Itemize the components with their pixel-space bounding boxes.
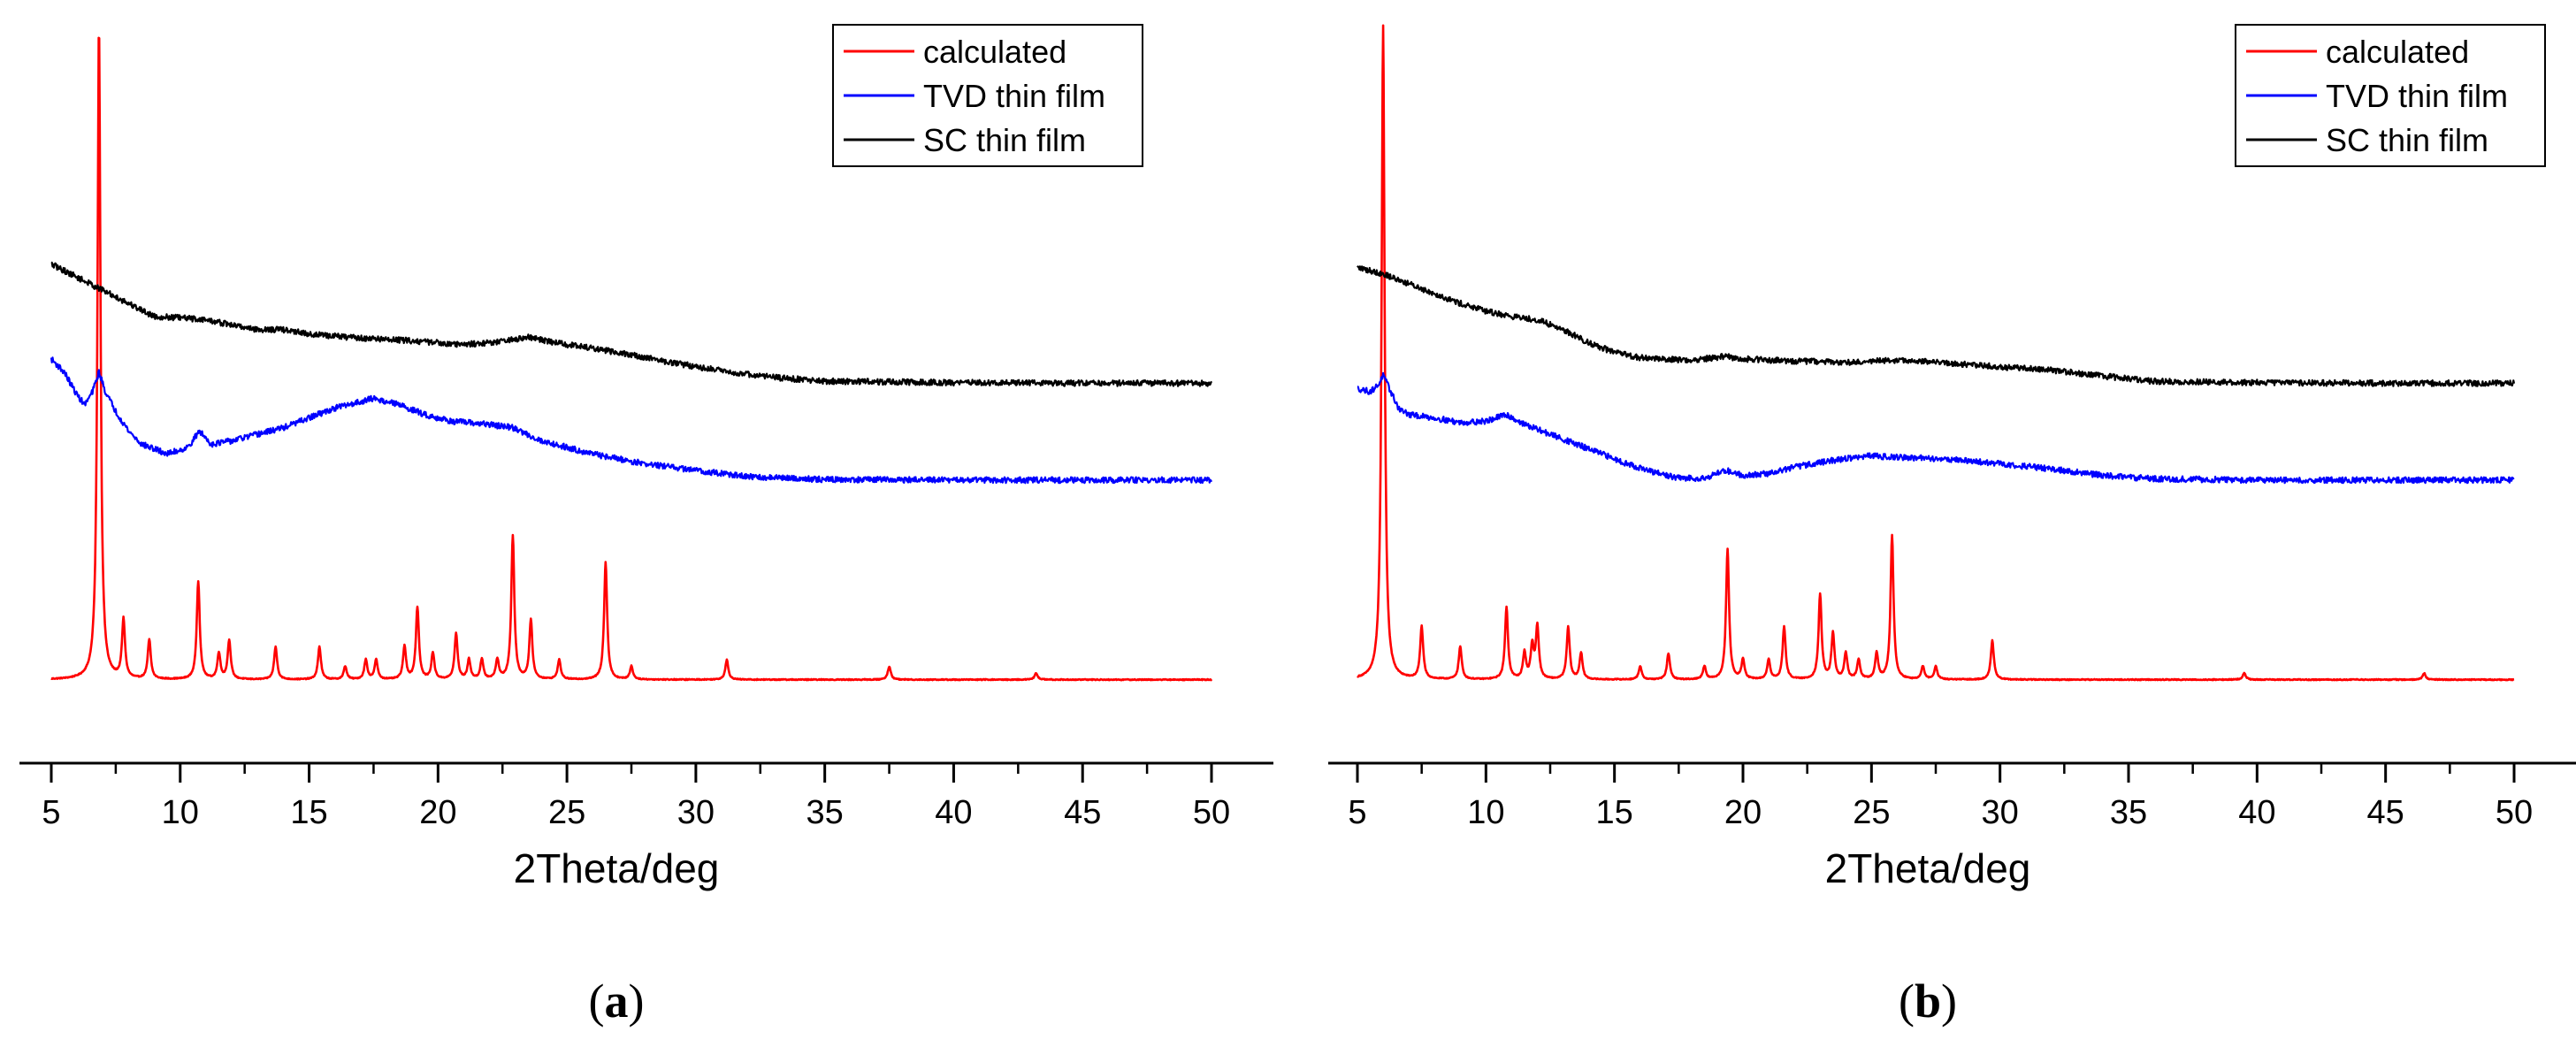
x-tick-label: 20 [419,794,456,831]
legend-entry: TVD thin film [2326,78,2508,114]
x-tick-label: 30 [677,794,715,831]
series-line-calculated [50,36,1213,682]
x-tick-label: 35 [806,794,844,831]
x-tick-label: 15 [290,794,327,831]
x-tick-label: 30 [1982,794,2019,831]
series-line-sc-thin-film [1357,265,2516,387]
panel-label-open: ( [1899,974,1915,1028]
x-tick-label: 15 [1596,794,1633,831]
x-tick-label: 25 [548,794,585,831]
x-tick-label: 40 [935,794,972,831]
panel-label-open: ( [589,974,605,1028]
legend-entry: TVD thin film [923,78,1105,114]
legend-entry: calculated [2326,34,2469,70]
x-tick-label: 10 [1467,794,1504,831]
x-axis-label: 2Theta/deg [1825,845,2031,891]
panel-label: (b) [1899,974,1957,1028]
x-tick-label: 45 [2367,794,2404,831]
legend: calculated TVD thin film SC thin film [2235,24,2546,167]
legend-entry: SC thin film [2326,122,2488,158]
chart-panel-a: 5 10 15 20 25 30 35 40 45 50 2Theta/deg calculated T… [19,24,1273,1028]
x-tick-label: 10 [162,794,199,831]
panel-label: (a) [589,974,645,1028]
x-tick-label: 20 [1724,794,1762,831]
x-tick-label: 45 [1064,794,1101,831]
panel-label-close: ) [629,974,645,1028]
series-line-tvd-thin-film [1357,371,2515,485]
x-tick-label: 25 [1853,794,1890,831]
x-tick-label: 5 [42,794,60,831]
x-axis-label: 2Theta/deg [514,845,720,891]
series-line-sc-thin-film [50,261,1212,387]
legend-entry: SC thin film [923,122,1086,158]
chart-panel-b: 5 10 15 20 25 30 35 40 45 50 2Theta/deg calculated T… [1328,24,2576,1028]
legend-entry: calculated [923,34,1066,70]
x-tick-label: 35 [2110,794,2147,831]
panel-label-letter: a [605,974,629,1028]
panel-label-close: ) [1941,974,1957,1028]
legend: calculated TVD thin film SC thin film [832,24,1143,167]
x-tick-label: 50 [1193,794,1230,831]
x-tick-label: 5 [1348,794,1366,831]
x-tick-label: 40 [2238,794,2275,831]
series-line-calculated [1357,24,2515,682]
panel-label-letter: b [1915,974,1941,1028]
x-tick-label: 50 [2496,794,2533,831]
series-line-tvd-thin-film [50,356,1212,485]
